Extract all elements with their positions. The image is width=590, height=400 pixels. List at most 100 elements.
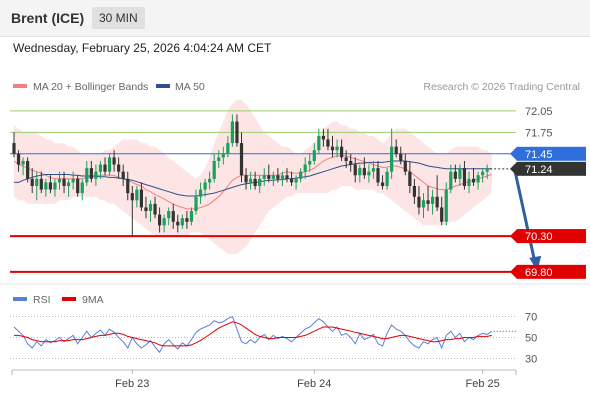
candle-body bbox=[121, 171, 125, 179]
candle-body bbox=[285, 175, 289, 179]
candle-body bbox=[244, 175, 248, 183]
ma50-line bbox=[14, 160, 492, 197]
candle-body bbox=[135, 189, 139, 201]
candle-body bbox=[280, 175, 285, 179]
candle-body bbox=[412, 185, 416, 197]
candle-body bbox=[249, 178, 253, 183]
level-tag-arrow-71.24 bbox=[510, 161, 517, 176]
datetime-label: Wednesday, February 25, 2026 4:04:24 AM … bbox=[13, 41, 272, 55]
rsi-tick-70: 70 bbox=[525, 312, 537, 324]
candle-body bbox=[16, 153, 21, 165]
candle-body bbox=[194, 196, 198, 212]
price-levels bbox=[10, 110, 516, 273]
level-tag-71.24 bbox=[517, 161, 586, 176]
candle-body bbox=[303, 164, 307, 172]
candle-body bbox=[308, 160, 312, 165]
candle-body bbox=[340, 146, 344, 158]
candle-body bbox=[317, 135, 321, 151]
candle-body bbox=[294, 178, 298, 183]
candle-body bbox=[167, 211, 171, 219]
candle-body bbox=[126, 178, 130, 194]
candle-body bbox=[217, 157, 221, 161]
rsi-legend: RSI 9MA bbox=[13, 294, 104, 306]
moving-averages bbox=[13, 155, 492, 210]
candle-body bbox=[35, 178, 39, 186]
candle-body bbox=[230, 121, 234, 144]
candle-body bbox=[399, 153, 403, 161]
rsi-ma-legend-label: 9MA bbox=[82, 294, 104, 306]
candle-body bbox=[376, 168, 380, 183]
candle-body bbox=[153, 203, 157, 215]
candle-body bbox=[76, 178, 80, 194]
candle-body bbox=[130, 193, 134, 201]
candle-body bbox=[48, 182, 52, 190]
forecast-arrow-line bbox=[513, 168, 537, 265]
candle-body bbox=[148, 203, 153, 212]
candle-body bbox=[417, 196, 421, 208]
candle-body bbox=[12, 143, 16, 154]
candle-body bbox=[367, 171, 371, 176]
candle-body bbox=[312, 150, 316, 161]
candle-body bbox=[30, 178, 34, 186]
level-label-69.80: 69.80 bbox=[525, 267, 553, 279]
candle-body bbox=[89, 168, 93, 179]
level-label-72.05: 72.05 bbox=[525, 106, 553, 118]
level-labels: 72.05 71.75 71.45 71.24 70.30 69.80 bbox=[510, 106, 586, 279]
candle-body bbox=[476, 175, 480, 183]
level-label-71.75: 71.75 bbox=[525, 127, 553, 139]
candle-body bbox=[390, 146, 394, 172]
candle-body bbox=[221, 153, 225, 158]
candle-body bbox=[408, 171, 412, 186]
candle-body bbox=[98, 164, 103, 172]
candle-body bbox=[485, 168, 489, 172]
candle-body bbox=[335, 146, 339, 151]
candle-body bbox=[85, 168, 89, 183]
candle-body bbox=[198, 189, 203, 197]
candle-body bbox=[458, 168, 462, 179]
candle-body bbox=[71, 178, 75, 183]
candle-body bbox=[185, 218, 189, 222]
timeframe-button[interactable]: 30 MIN bbox=[92, 7, 145, 29]
rsi-line bbox=[13, 315, 493, 354]
candle-body bbox=[103, 164, 107, 172]
candle-body bbox=[371, 168, 376, 172]
forecast bbox=[513, 168, 542, 271]
candle-body bbox=[158, 214, 162, 226]
rsi-ma-line bbox=[14, 321, 492, 347]
candle-body bbox=[21, 160, 25, 165]
candle-body bbox=[426, 200, 430, 204]
candle-body bbox=[453, 171, 457, 179]
candle-body bbox=[139, 189, 143, 208]
x-tick-label: Feb 23 bbox=[115, 378, 149, 390]
candle-body bbox=[431, 196, 435, 204]
candle-body bbox=[94, 171, 98, 179]
credit-label: Research © 2026 Trading Central bbox=[423, 81, 580, 93]
candle-body bbox=[380, 182, 385, 186]
candle-body bbox=[39, 178, 43, 190]
candle-body bbox=[467, 178, 471, 186]
candle-body bbox=[276, 175, 280, 179]
candle-body bbox=[358, 168, 362, 176]
candle-body bbox=[271, 175, 275, 179]
candle-body bbox=[394, 146, 398, 154]
candle-body bbox=[162, 218, 166, 226]
candle-body bbox=[208, 178, 212, 183]
level-tag-70.30 bbox=[517, 229, 586, 244]
candle-body bbox=[449, 171, 453, 190]
candle-body bbox=[330, 146, 335, 151]
candle-body bbox=[421, 200, 426, 208]
candle-body bbox=[176, 221, 180, 226]
candle-body bbox=[189, 211, 194, 222]
forecast-arrow-head bbox=[529, 255, 542, 271]
candle-body bbox=[253, 178, 257, 186]
candle-body bbox=[112, 157, 116, 165]
candle-body bbox=[203, 182, 207, 190]
candle-body bbox=[117, 164, 121, 172]
level-tag-69.80 bbox=[517, 264, 586, 279]
level-label-70.30: 70.30 bbox=[525, 231, 553, 243]
candle-body bbox=[471, 178, 476, 183]
candle-body bbox=[80, 182, 84, 194]
candle-body bbox=[403, 160, 407, 172]
rsi-tick-30: 30 bbox=[525, 354, 537, 366]
